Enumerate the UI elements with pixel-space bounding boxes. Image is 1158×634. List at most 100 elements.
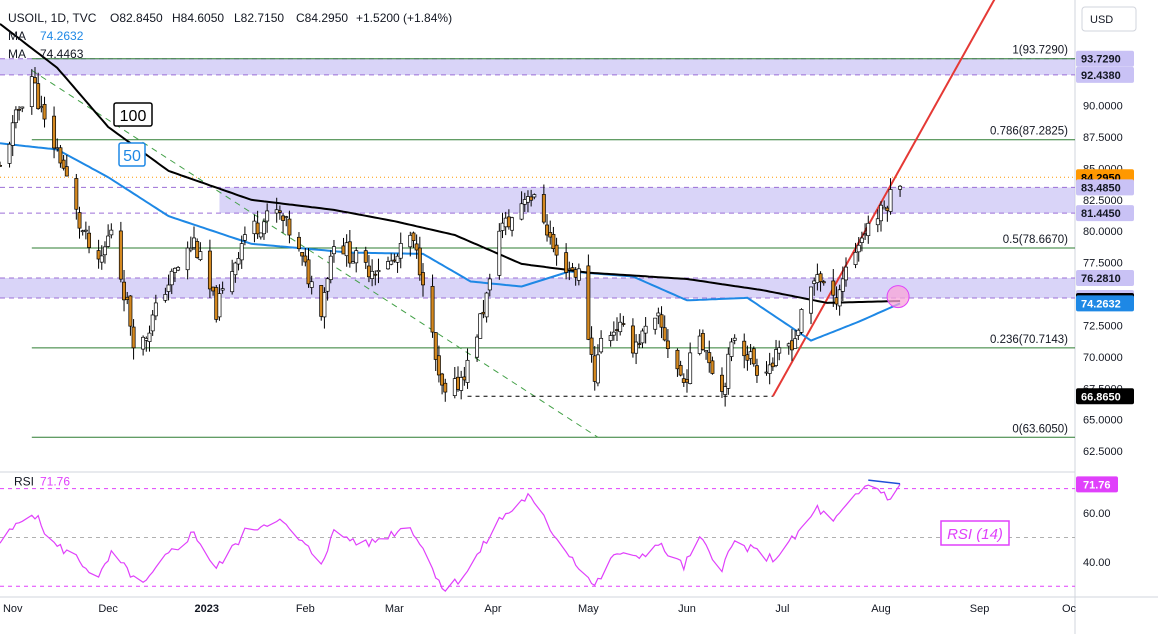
rsi-badge xyxy=(940,520,1010,546)
candle-body xyxy=(118,230,123,280)
candle-body xyxy=(421,272,425,286)
candle-body xyxy=(386,261,390,270)
time-tick-label: Nov xyxy=(3,603,23,615)
candle-body xyxy=(42,103,47,120)
candle-body xyxy=(109,229,114,236)
candle-body xyxy=(17,108,22,111)
candle-body xyxy=(621,323,626,325)
candle-body xyxy=(207,250,212,290)
candle-body xyxy=(230,271,235,293)
candle-body xyxy=(347,241,352,264)
candle-body xyxy=(643,325,648,334)
symbol-label[interactable]: USOIL, 1D, TVC xyxy=(8,11,97,25)
candle-body xyxy=(55,147,60,150)
candle-body xyxy=(767,364,772,374)
price-tag xyxy=(1076,50,1134,67)
candle-body xyxy=(233,262,238,276)
zone-band xyxy=(219,187,1076,214)
candle-body xyxy=(592,355,597,382)
candle-body xyxy=(634,341,639,354)
ma50-badge xyxy=(118,142,146,167)
candle-body xyxy=(239,243,244,261)
candle-body xyxy=(331,246,336,255)
candle-body xyxy=(80,230,85,233)
rsi-value-tag-label: 71.76 xyxy=(1083,479,1111,491)
candle-body xyxy=(258,232,263,238)
candle-body xyxy=(344,242,349,257)
candle-body xyxy=(398,243,403,259)
rsi-label: RSI xyxy=(14,475,34,489)
candle-body xyxy=(0,164,2,167)
ma50-badge-label: 50 xyxy=(123,148,141,165)
price-tag xyxy=(1076,388,1134,405)
candle-body xyxy=(751,348,756,365)
candle-body xyxy=(459,377,464,391)
candle-body xyxy=(10,122,15,146)
price-tags: 93.729092.438084.295083.485081.445076.28… xyxy=(1076,50,1134,405)
price-tag xyxy=(1076,205,1134,222)
price-tick-label: 65.0000 xyxy=(1083,415,1123,427)
currency-button[interactable]: USD xyxy=(1081,6,1137,32)
candle-body xyxy=(573,269,578,278)
candle-body xyxy=(640,330,645,344)
candle-body xyxy=(487,278,492,291)
candle-body xyxy=(522,199,527,205)
candle-body xyxy=(497,230,502,276)
candle-body xyxy=(742,340,747,357)
candle-body xyxy=(551,234,556,250)
time-tick-label: Oc xyxy=(1062,603,1077,615)
candle-body xyxy=(700,333,705,350)
candle-body xyxy=(799,309,804,333)
candle-body xyxy=(430,285,435,333)
candle-body xyxy=(36,83,41,110)
candle-body xyxy=(242,234,247,241)
fib-label: 0.236(70.7143) xyxy=(990,334,1068,346)
trendlines xyxy=(0,0,1075,438)
candle-body xyxy=(532,194,537,198)
candle-body xyxy=(319,285,324,317)
time-tick-label: Sep xyxy=(970,603,990,615)
ma1-value: 74.2632 xyxy=(40,29,84,43)
candle-body xyxy=(720,374,724,392)
candle-body xyxy=(309,281,314,288)
candle-body xyxy=(300,252,305,257)
candle-body xyxy=(20,106,25,109)
candle-body xyxy=(99,255,104,263)
candle-body xyxy=(599,337,604,353)
rsi-tick-label: 40.00 xyxy=(1083,557,1111,569)
candle-body xyxy=(262,221,266,235)
time-tick-label: Mar xyxy=(385,603,404,615)
candle-body xyxy=(61,159,66,169)
currency-button-frame[interactable] xyxy=(1081,6,1137,32)
candle-body xyxy=(821,281,826,284)
moving-averages xyxy=(0,23,901,342)
candle-body xyxy=(475,336,480,358)
ma50-line xyxy=(0,142,901,342)
candle-body xyxy=(710,360,715,374)
rsi-divergence-line xyxy=(868,479,901,485)
fib-label: 0.5(78.6670) xyxy=(1003,234,1068,246)
ma2-label[interactable]: MA xyxy=(8,47,26,61)
candle-body xyxy=(217,293,222,318)
candle-body xyxy=(526,196,530,203)
candle-body xyxy=(653,317,658,330)
change-value: +1.5200 (+1.84%) xyxy=(356,11,452,25)
candle-body xyxy=(866,222,871,237)
candle-body xyxy=(440,373,445,386)
price-tick-label: 72.5000 xyxy=(1083,320,1123,332)
candle-body xyxy=(77,212,82,229)
time-axis[interactable]: Nov Dec 2023 Feb Mar Apr May Jun Jul Aug Sep Oc xyxy=(3,603,1077,615)
price-tag-label: 92.4380 xyxy=(1081,70,1121,82)
candle-body xyxy=(176,267,181,271)
currency-button-label[interactable]: USD xyxy=(1090,14,1113,26)
time-tick-label: Jun xyxy=(678,603,696,615)
time-tick-label: 2023 xyxy=(194,603,218,615)
candle-body xyxy=(389,260,394,265)
candle-body xyxy=(366,265,371,278)
candle-body xyxy=(723,386,728,395)
low-value: L82.7150 xyxy=(234,11,284,25)
candle-body xyxy=(662,327,667,341)
ma1-label[interactable]: MA xyxy=(8,29,26,43)
price-tick-label: 77.5000 xyxy=(1083,258,1123,270)
